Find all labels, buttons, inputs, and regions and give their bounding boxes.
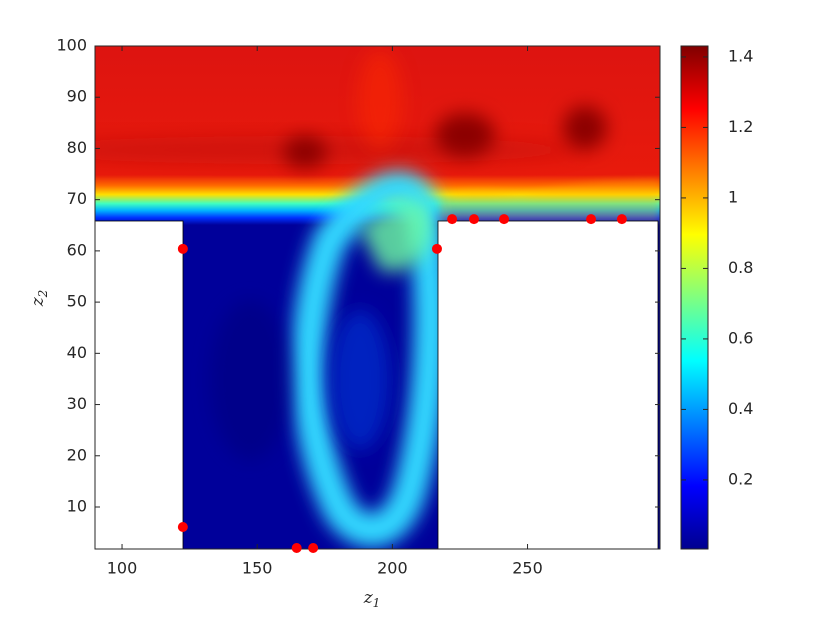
y-tick-label: 100 [56, 36, 87, 55]
point [469, 214, 480, 225]
y-tick-label: 60 [67, 240, 87, 259]
colorbar-tick-label: 0.6 [728, 328, 753, 347]
y-tick-label: 20 [67, 445, 87, 464]
point [177, 243, 188, 254]
plot-frame [94, 45, 661, 550]
colorbar-tick-label: 1.2 [728, 117, 753, 136]
point [447, 214, 458, 225]
point [586, 214, 597, 225]
contour-field [95, 46, 660, 549]
point [177, 521, 188, 532]
colorbar-tick-label: 1.4 [728, 46, 753, 65]
point [291, 542, 302, 553]
point [616, 214, 627, 225]
x-axis-label: z1 [363, 588, 381, 610]
y-tick-label: 10 [67, 496, 87, 515]
y-axis-label: z2 [28, 290, 50, 308]
colorbar-tick-label: 0.4 [728, 399, 753, 418]
point [308, 542, 319, 553]
colorbar [680, 45, 709, 550]
y-tick-label: 80 [67, 138, 87, 157]
y-tick-label: 90 [67, 87, 87, 106]
colorbar-tick-label: 0.8 [728, 258, 753, 277]
x-tick-label: 100 [107, 559, 138, 578]
y-tick-label: 30 [67, 394, 87, 413]
x-tick-label: 200 [377, 559, 408, 578]
y-tick-label: 50 [67, 292, 87, 311]
colorbar-tick-label: 0.2 [728, 469, 753, 488]
y-tick-label: 70 [67, 189, 87, 208]
x-tick-label: 150 [242, 559, 273, 578]
point [499, 214, 510, 225]
point [431, 243, 442, 254]
x-tick-label: 250 [512, 559, 543, 578]
y-tick-label: 40 [67, 343, 87, 362]
colorbar-tick-label: 1 [728, 187, 738, 206]
